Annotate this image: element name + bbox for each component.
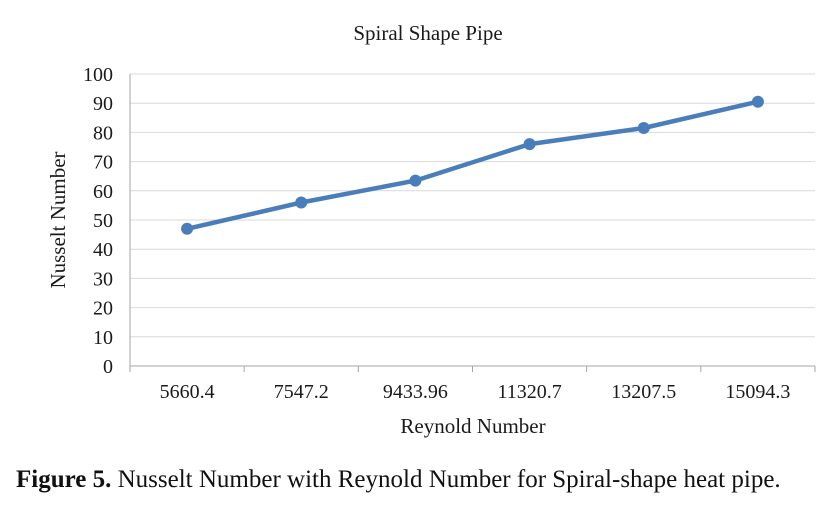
data-point	[409, 174, 422, 187]
y-tick-label: 30	[93, 268, 113, 290]
chart-title: Spiral Shape Pipe	[353, 21, 502, 45]
y-axis-title: Nusselt Number	[46, 151, 70, 288]
x-tick-label: 13207.5	[611, 381, 676, 403]
y-tick-label: 60	[93, 181, 113, 203]
gridlines	[130, 73, 815, 338]
x-tick-label: 11320.7	[497, 381, 561, 403]
y-tick-label: 80	[93, 122, 113, 144]
line-chart: Spiral Shape Pipe 0 10 20 30 40 50 60 70 80 90 100…	[46, 21, 816, 438]
y-tick-label: 10	[93, 327, 113, 349]
y-tick-label: 70	[93, 152, 113, 174]
figure-caption: Figure 5. Nusselt Number with Reynold Nu…	[16, 466, 781, 494]
series-layer	[181, 95, 764, 235]
x-tick-label: 9433.96	[383, 381, 448, 403]
y-tick-label: 20	[93, 298, 113, 320]
y-tick-label: 100	[83, 64, 113, 86]
x-tick-label: 7547.2	[274, 381, 329, 403]
y-tick-labels: 0 10 20 30 40 50 60 70 80 90 100	[83, 64, 113, 378]
axes	[129, 74, 816, 372]
y-tick-label: 90	[93, 93, 113, 115]
y-tick-label: 40	[93, 239, 113, 261]
x-tick-label: 5660.4	[160, 381, 215, 403]
x-tick-labels: 5660.4 7547.2 9433.96 11320.7 13207.5 15094.3	[160, 381, 791, 403]
data-point	[751, 95, 764, 108]
y-tick-label: 50	[93, 210, 113, 232]
data-point	[181, 222, 194, 235]
x-tick-label: 15094.3	[725, 381, 790, 403]
y-tick-label: 0	[103, 356, 113, 378]
series-line	[184, 99, 761, 232]
caption-text: Nusselt Number with Reynold Number for S…	[111, 466, 781, 493]
data-point	[295, 196, 308, 209]
x-axis-title: Reynold Number	[400, 414, 545, 438]
caption-label: Figure 5.	[16, 466, 112, 493]
data-point	[637, 122, 650, 135]
data-point	[523, 138, 536, 151]
